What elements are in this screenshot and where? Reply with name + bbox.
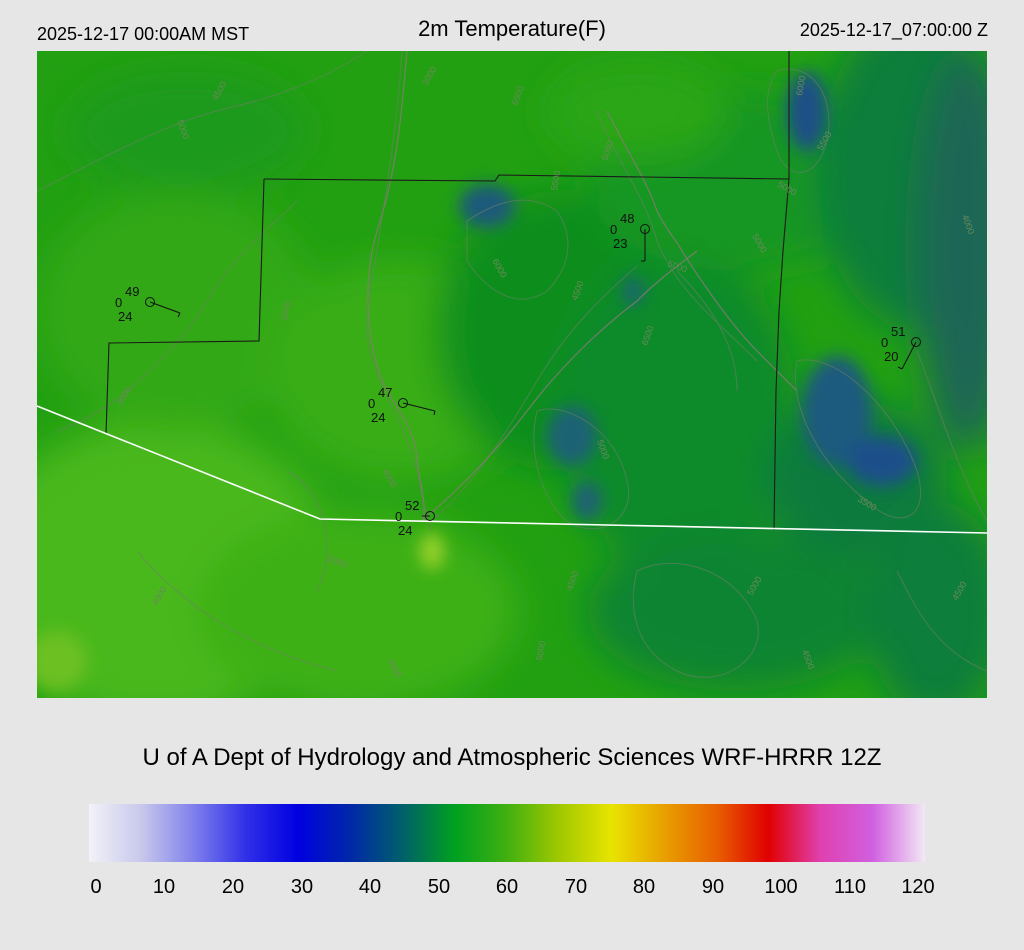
colorbar-tick-label: 0 <box>90 876 102 898</box>
station-wind-value: 0 <box>395 509 402 524</box>
county-boundaries <box>105 51 790 531</box>
colorbar-tick-label: 20 <box>221 876 245 898</box>
map-canvas: 5000450030005500400060005000450065005000… <box>37 51 987 698</box>
colorbar-tick-label: 60 <box>495 876 519 898</box>
station-circle-icon <box>398 398 408 408</box>
station-circle-icon <box>425 511 435 521</box>
colorbar-tick-label: 120 <box>901 876 935 898</box>
wind-barb-tick <box>433 410 436 416</box>
colorbar-tick-label: 10 <box>152 876 176 898</box>
station-wind-value: 0 <box>368 396 375 411</box>
temperature-map: 5000 4500 3000 5500 4000 6000 5000 4500 6500 5000… <box>37 51 987 698</box>
station-temperature: 47 <box>378 385 392 400</box>
station-dewpoint: 24 <box>398 523 412 538</box>
colorbar-tick-label: 30 <box>290 876 314 898</box>
valid-time-utc: 2025-12-17_07:00:00 Z <box>799 20 988 40</box>
colorbar-ticks: 0 10 20 30 40 50 60 70 80 90 100 110 120 <box>0 876 1024 906</box>
station-wind-value: 0 <box>610 222 617 237</box>
credit-line: U of A Dept of Hydrology and Atmospheric… <box>142 744 882 771</box>
wind-barb-tick <box>897 366 903 370</box>
station-temperature: 49 <box>125 284 139 299</box>
station-circle-icon <box>911 337 921 347</box>
station-dewpoint: 24 <box>118 309 132 324</box>
wind-barb <box>901 341 917 370</box>
station-dewpoint: 20 <box>884 349 898 364</box>
colorbar-tick-label: 40 <box>358 876 382 898</box>
colorbar-tick-label: 90 <box>701 876 725 898</box>
wind-barb-tick <box>177 312 181 318</box>
contour-label: 5500 <box>549 170 562 191</box>
station-circle-icon <box>145 297 155 307</box>
valid-time-local: 2025-12-17 00:00AM MST <box>37 24 250 44</box>
contour-label: 6000 <box>794 75 807 96</box>
wind-barb <box>402 402 436 412</box>
temperature-colorbar <box>89 804 925 862</box>
colorbar-tick-label: 100 <box>764 876 798 898</box>
station-circle-icon <box>640 224 650 234</box>
map-title: 2m Temperature(F) <box>418 16 606 41</box>
station-temperature: 52 <box>405 498 419 513</box>
station-dewpoint: 24 <box>371 410 385 425</box>
contour-label: 5000 <box>534 640 547 661</box>
header: 2025-12-17 00:00AM MST 2m Temperature(F)… <box>0 0 1024 50</box>
station-temperature: 48 <box>620 211 634 226</box>
station-temperature: 51 <box>891 324 905 339</box>
colorbar-gradient <box>89 804 925 862</box>
station-dewpoint: 23 <box>613 236 627 251</box>
roads <box>367 51 798 522</box>
elevation-contours <box>37 51 987 678</box>
colorbar-tick-label: 50 <box>427 876 451 898</box>
colorbar-tick-label: 80 <box>632 876 656 898</box>
wind-barb <box>149 301 181 314</box>
station-wind-value: 0 <box>881 335 888 350</box>
cold-pockets <box>37 71 917 691</box>
station-wind-value: 0 <box>115 295 122 310</box>
state-boundary <box>37 405 987 534</box>
contour-label: 3500 <box>279 300 292 321</box>
colorbar-tick-label: 70 <box>564 876 588 898</box>
colorbar-tick-label: 110 <box>834 876 866 898</box>
